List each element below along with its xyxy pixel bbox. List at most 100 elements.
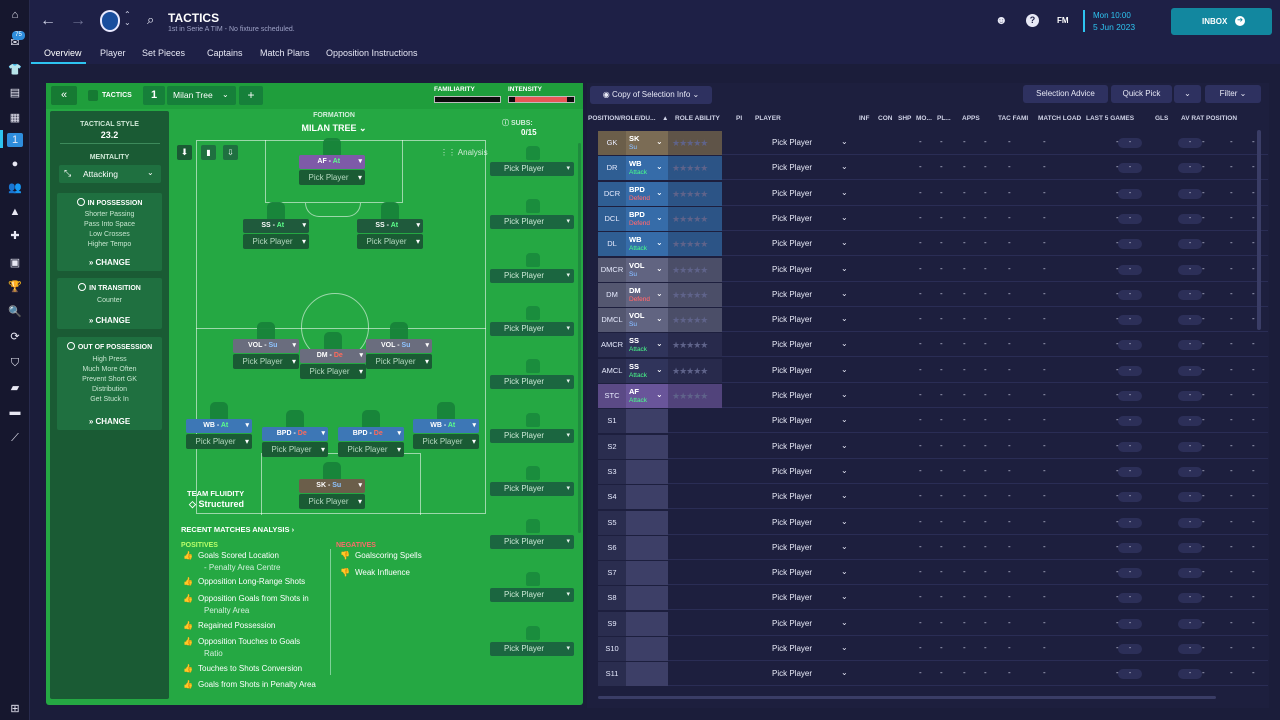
column-header[interactable]: SHP <box>898 115 912 122</box>
tab-captains[interactable]: Captains <box>207 48 243 58</box>
dev-centre-icon[interactable]: ▬ <box>9 406 21 418</box>
role-duty-select[interactable]: DM Defend ⌄ <box>626 282 668 307</box>
column-header[interactable]: PI <box>736 115 743 122</box>
position-role-select[interactable]: SS - At ▾ <box>243 219 309 233</box>
pick-player-select[interactable]: Pick Player ▾ <box>299 170 365 185</box>
role-duty-select[interactable]: VOL Su ⌄ <box>626 308 668 333</box>
column-header[interactable]: LAST 5 GAMES <box>1086 115 1135 122</box>
change-button[interactable]: » CHANGE <box>88 258 131 267</box>
inbox-icon[interactable]: ✉ <box>10 37 20 49</box>
selection-advice-button[interactable]: Selection Advice <box>1023 85 1108 103</box>
pick-player-select[interactable]: Pick Player ▾ <box>357 234 423 249</box>
column-header[interactable]: PLAYER <box>755 115 781 122</box>
tab-overview[interactable]: Overview <box>44 48 82 58</box>
column-header[interactable]: TAC FAMI <box>998 115 1029 122</box>
tab-opposition-instructions[interactable]: Opposition Instructions <box>326 48 418 58</box>
tactic-slot[interactable]: 1 <box>143 86 165 105</box>
quick-pick-button[interactable]: Quick Pick <box>1111 85 1172 103</box>
sub-pick-player-select[interactable]: Pick Player <box>490 321 574 336</box>
pick-player-select[interactable]: Pick Player <box>772 188 813 198</box>
column-header[interactable]: MO... <box>916 115 932 122</box>
pick-player-select[interactable]: Pick Player <box>772 416 813 426</box>
pick-player-select[interactable]: Pick Player <box>772 213 813 223</box>
search-icon[interactable]: ⌕ <box>147 12 155 27</box>
column-header[interactable]: POSITION/ROLE/DU... <box>588 115 656 122</box>
tactic-select[interactable]: Milan Tree ⌄ <box>167 86 236 105</box>
column-header[interactable]: INF <box>859 115 870 122</box>
pick-player-select[interactable]: Pick Player <box>772 163 813 173</box>
crest-chevrons-icon[interactable]: ⌃ ⌄ <box>124 10 131 27</box>
position-role-select[interactable]: SS - At ▾ <box>357 219 423 233</box>
role-duty-select[interactable]: VOL Su ⌄ <box>626 257 668 282</box>
position-role-select[interactable]: VOL - Su ▾ <box>233 339 299 353</box>
trophy-icon[interactable]: 🏆 <box>8 281 22 293</box>
filter-button[interactable]: Filter ⌄ <box>1205 85 1261 103</box>
pick-player-select[interactable]: Pick Player <box>772 492 813 502</box>
formation-select[interactable]: MILAN TREE ⌄ <box>301 123 367 133</box>
change-button[interactable]: » CHANGE <box>88 316 131 325</box>
in-transition-box[interactable]: IN TRANSITION Counter » CHANGE <box>57 278 162 329</box>
sort-asc-icon[interactable]: ▲ <box>662 115 669 122</box>
pick-player-select[interactable]: Pick Player <box>772 542 813 552</box>
position-role-select[interactable]: WB - At ▾ <box>413 419 479 433</box>
sub-pick-player-select[interactable]: Pick Player <box>490 375 574 390</box>
quick-pick-dropdown[interactable]: ⌄ <box>1174 85 1201 103</box>
role-duty-select[interactable]: AF Attack ⌄ <box>626 384 668 408</box>
pick-player-select[interactable]: Pick Player <box>772 289 813 299</box>
pick-player-select[interactable]: Pick Player ▾ <box>299 494 365 509</box>
sub-pick-player-select[interactable]: Pick Player <box>490 481 574 496</box>
pick-player-select[interactable]: Pick Player ▾ <box>413 434 479 449</box>
role-duty-select[interactable]: SS Attack ⌄ <box>626 358 668 383</box>
pick-player-select[interactable]: Pick Player <box>772 466 813 476</box>
position-role-select[interactable]: SK - Su ▾ <box>299 479 365 493</box>
position-role-select[interactable]: BPD - De ▾ <box>338 427 404 441</box>
sub-pick-player-select[interactable]: Pick Player <box>490 162 574 176</box>
menu-icon[interactable]: ⊞ <box>10 703 20 715</box>
transfers-icon[interactable]: ⟳ <box>10 331 20 343</box>
column-header[interactable]: ROLE ABILITY <box>675 115 720 122</box>
column-header[interactable]: MATCH LOAD <box>1038 115 1082 122</box>
role-duty-select[interactable]: BPD Defend ⌄ <box>626 206 668 231</box>
pick-player-select[interactable]: Pick Player <box>772 315 813 325</box>
help-icon[interactable]: ? <box>1026 14 1039 27</box>
change-button[interactable]: » CHANGE <box>88 417 131 426</box>
tactics-icon[interactable]: 1 <box>7 133 23 147</box>
copy-selection-button[interactable]: ◉ Copy of Selection Info ⌄ <box>590 86 712 104</box>
home-icon[interactable]: ⌂ <box>11 9 19 21</box>
position-role-select[interactable]: AF - At ▾ <box>299 155 365 169</box>
staff-icon[interactable]: 👥 <box>8 182 22 194</box>
sub-pick-player-select[interactable]: Pick Player <box>490 215 574 230</box>
pick-player-select[interactable]: Pick Player ▾ <box>243 234 309 249</box>
table-row[interactable]: AMCR SS Attack ⌄ ★★★★★ Pick Player ⌄ - - - - - - - - - -… <box>598 333 1268 358</box>
sub-pick-player-select[interactable]: Pick Player <box>490 641 574 656</box>
download-icon[interactable]: ⬇ <box>177 145 192 160</box>
table-row[interactable]: DCR BPD Defend ⌄ ★★★★★ Pick Player ⌄ - - - - - - - - - -… <box>598 181 1268 206</box>
table-row[interactable]: DCL BPD Defend ⌄ ★★★★★ Pick Player ⌄ - - - - - - - - - -… <box>598 206 1268 231</box>
role-duty-select[interactable]: WB Attack ⌄ <box>626 156 668 181</box>
pick-player-select[interactable]: Pick Player <box>772 239 813 249</box>
back-arrow-icon[interactable]: ← <box>40 12 56 29</box>
bar-chart-icon[interactable]: ▮ <box>201 145 216 160</box>
sub-pick-player-select[interactable]: Pick Player <box>490 428 574 443</box>
training-icon[interactable]: ▲ <box>9 206 21 218</box>
position-role-select[interactable]: VOL - Su ▾ <box>366 339 432 353</box>
pick-player-select[interactable]: Pick Player <box>772 517 813 527</box>
club-icon[interactable]: ⛉ <box>10 357 20 369</box>
sub-pick-player-select[interactable]: Pick Player <box>490 535 574 550</box>
inbox-button[interactable]: INBOX ➔ <box>1171 8 1272 35</box>
scouting-range-icon[interactable]: ⟋ <box>11 432 19 444</box>
pick-player-select[interactable]: Pick Player <box>772 593 813 603</box>
out-of-possession-box[interactable]: OUT OF POSSESSION High Press Much More O… <box>57 337 162 430</box>
pick-player-select[interactable]: Pick Player <box>772 264 813 274</box>
